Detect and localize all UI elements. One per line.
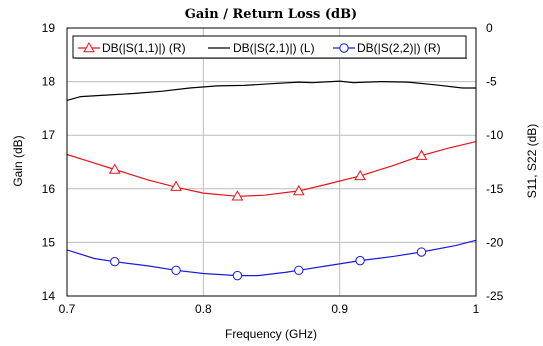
- circle-marker: [355, 255, 365, 266]
- series-line: [66, 141, 477, 197]
- y-right-tick-label: 0: [486, 21, 493, 35]
- legend-triangle-marker: [83, 41, 95, 53]
- series-line: [66, 239, 477, 277]
- triangle-marker: [231, 190, 244, 201]
- series-3: [66, 239, 477, 281]
- x-tick-label: 0.8: [195, 302, 212, 316]
- legend-circle-marker: [339, 43, 349, 53]
- legend: DB(|S(1,1)|) (R) DB(|S(2,1)|) (L) DB(|S(2,…: [72, 35, 467, 59]
- circle-marker: [416, 247, 427, 257]
- y-left-tick-label: 16: [42, 182, 56, 196]
- circle-marker: [110, 256, 120, 267]
- triangle-marker: [108, 163, 121, 174]
- legend-label: DB(|S(2,1)|) (L): [233, 41, 315, 55]
- legend-label: DB(|S(2,2)|) (R): [357, 41, 441, 55]
- grid-lines: [67, 28, 477, 296]
- series-2: [66, 80, 476, 101]
- y-left-tick-label: 15: [42, 235, 56, 249]
- x-tick-label: 1: [473, 302, 480, 316]
- circle-marker: [294, 265, 304, 275]
- y-right-tick-label: -20: [486, 235, 504, 249]
- y-axis-left-label: Gain (dB): [11, 135, 25, 186]
- legend-label: DB(|S(1,1)|) (R): [102, 41, 186, 55]
- circle-marker: [232, 270, 243, 281]
- x-tick-label: 0.9: [331, 302, 348, 316]
- x-axis-label: Frequency (GHz): [225, 327, 317, 341]
- y-left-tick-label: 14: [42, 289, 56, 303]
- y-axis-right-label: S11, S22 (dB): [525, 124, 539, 198]
- tick-labels: 0.7 0.8 0.9 1 14 15 16 17 18 19 -25 -20 -15 -10 -5 0: [42, 21, 504, 316]
- y-left-tick-label: 18: [42, 75, 56, 89]
- plot-frame: [66, 27, 477, 297]
- y-left-tick-label: 17: [42, 128, 56, 142]
- series-1: [66, 141, 477, 201]
- circle-marker: [171, 265, 181, 275]
- y-right-tick-label: -10: [486, 128, 504, 142]
- triangle-marker: [292, 184, 305, 196]
- series-layer: [66, 80, 477, 281]
- x-tick-label: 0.7: [59, 302, 76, 316]
- triangle-marker: [415, 149, 428, 160]
- y-right-tick-label: -5: [486, 75, 497, 89]
- triangle-marker: [354, 169, 366, 181]
- triangle-marker: [170, 180, 182, 191]
- chart-title: Gain / Return Loss (dB): [185, 7, 357, 22]
- y-right-tick-label: -15: [486, 182, 504, 196]
- y-left-tick-label: 19: [42, 21, 56, 35]
- series-line: [66, 80, 476, 101]
- y-right-tick-label: -25: [486, 289, 504, 303]
